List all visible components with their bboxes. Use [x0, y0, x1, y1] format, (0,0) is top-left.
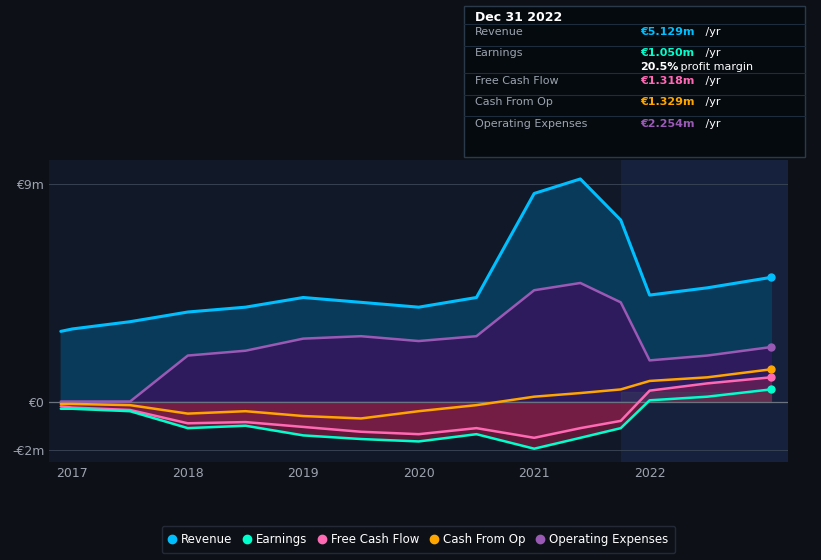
Text: Revenue: Revenue	[475, 27, 523, 37]
Text: Earnings: Earnings	[475, 48, 523, 58]
Text: /yr: /yr	[702, 76, 721, 86]
Text: /yr: /yr	[702, 119, 721, 129]
Text: 20.5%: 20.5%	[640, 62, 679, 72]
Text: /yr: /yr	[702, 27, 721, 37]
Text: Operating Expenses: Operating Expenses	[475, 119, 587, 129]
Text: €1.329m: €1.329m	[640, 97, 695, 108]
Text: €5.129m: €5.129m	[640, 27, 695, 37]
Text: Cash From Op: Cash From Op	[475, 97, 553, 108]
Legend: Revenue, Earnings, Free Cash Flow, Cash From Op, Operating Expenses: Revenue, Earnings, Free Cash Flow, Cash …	[162, 526, 676, 553]
Text: €1.318m: €1.318m	[640, 76, 695, 86]
Text: Dec 31 2022: Dec 31 2022	[475, 11, 562, 24]
Text: €1.050m: €1.050m	[640, 48, 695, 58]
Text: Free Cash Flow: Free Cash Flow	[475, 76, 558, 86]
Text: /yr: /yr	[702, 48, 721, 58]
Text: /yr: /yr	[702, 97, 721, 108]
Bar	[621, 160, 788, 462]
Text: €2.254m: €2.254m	[640, 119, 695, 129]
Text: profit margin: profit margin	[677, 62, 753, 72]
